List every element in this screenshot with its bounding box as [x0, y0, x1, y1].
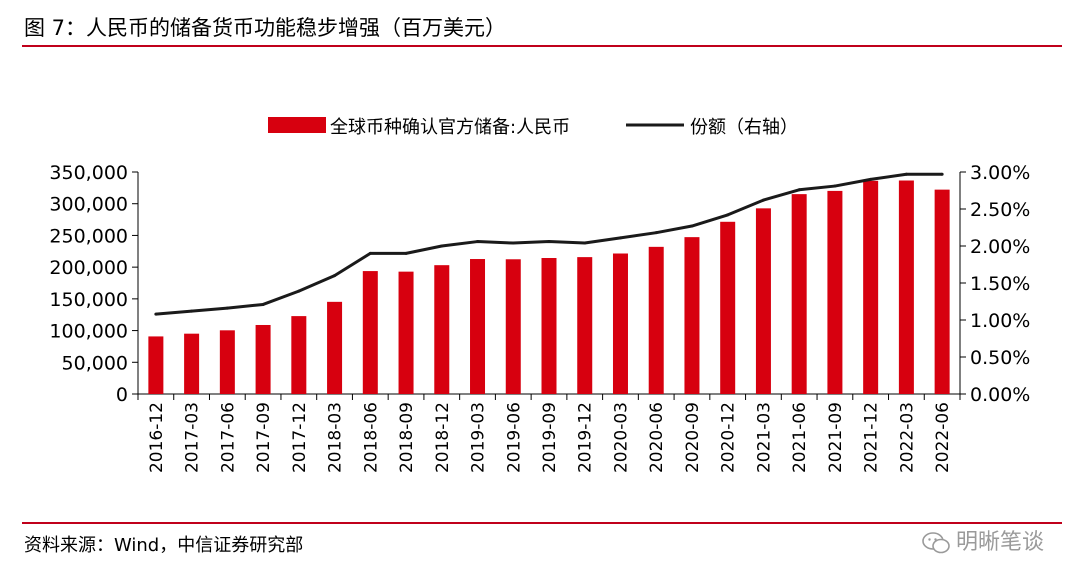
bar	[362, 271, 378, 394]
bar	[648, 246, 664, 394]
legend-bar-label: 全球币种确认官方储备:人民币	[330, 117, 570, 138]
footer-divider	[22, 522, 1062, 524]
bar	[434, 265, 450, 394]
y-left-tick-label: 300,000	[49, 194, 128, 216]
line-point	[368, 251, 372, 255]
line-point	[583, 241, 587, 245]
line-point	[904, 172, 908, 176]
legend-line-label: 份额（右轴）	[690, 117, 798, 138]
bar	[219, 330, 235, 394]
y-right-tick-label: 2.00%	[970, 236, 1030, 258]
line-point	[297, 289, 301, 293]
bar	[255, 324, 271, 394]
line-point	[654, 231, 658, 235]
y-left-tick-label: 50,000	[62, 352, 128, 374]
y-right-tick-label: 1.00%	[970, 310, 1030, 332]
legend-bar-swatch	[268, 117, 326, 133]
x-tick-label: 2019-03	[469, 402, 489, 473]
title-divider	[22, 45, 1062, 47]
bar	[612, 253, 628, 394]
bar	[505, 259, 521, 394]
line-point	[618, 236, 622, 240]
x-tick-label: 2021-03	[754, 402, 774, 473]
x-tick-label: 2019-06	[504, 402, 524, 473]
line-point	[726, 213, 730, 217]
line-point	[869, 177, 873, 181]
x-tick-label: 2018-09	[397, 402, 417, 473]
bar	[541, 258, 557, 394]
y-left-tick-label: 250,000	[49, 225, 128, 247]
line-point	[511, 241, 515, 245]
line-series	[154, 172, 944, 316]
bar	[720, 221, 736, 394]
watermark: 明晰笔谈	[922, 528, 1044, 558]
line-point	[225, 306, 229, 310]
line-point	[154, 312, 158, 316]
bar-series	[148, 180, 950, 394]
y-right-tick-label: 1.50%	[970, 273, 1030, 295]
x-tick-label: 2019-12	[576, 402, 596, 473]
x-tick-label: 2019-09	[540, 402, 560, 473]
axes: 0 50,000 100,000 150,000 200,000 250,000 300,0…	[49, 162, 1030, 473]
y-left-tick-label: 200,000	[49, 257, 128, 279]
bar	[577, 257, 593, 394]
y-right-tick-label: 3.00%	[970, 162, 1030, 184]
x-tick-label: 2016-12	[147, 402, 167, 473]
chart-title: 图 7：人民币的储备货币功能稳步增强（百万美元）	[24, 16, 507, 40]
y-left-tick-label: 0	[116, 384, 128, 406]
line-point	[547, 240, 551, 244]
bar	[934, 189, 950, 394]
x-tick-label: 2018-06	[361, 402, 381, 473]
source-note: 资料来源：Wind，中信证券研究部	[24, 535, 304, 556]
line-point	[797, 188, 801, 192]
line-point	[440, 244, 444, 248]
line-point	[940, 172, 944, 176]
y-left-tick-label: 150,000	[49, 289, 128, 311]
bar	[184, 333, 200, 394]
line-point	[333, 274, 337, 278]
chart-area: 全球币种确认官方储备:人民币 份额（右轴） 0 50,000 100,000 150,…	[49, 117, 1030, 473]
bar	[827, 190, 843, 394]
bar	[327, 301, 343, 394]
x-tick-label: 2021-12	[862, 402, 882, 473]
y-right-tick-label: 2.50%	[970, 199, 1030, 221]
bar	[684, 237, 700, 394]
bar	[791, 194, 807, 394]
y-right-tick-label: 0.50%	[970, 347, 1030, 369]
bar	[863, 180, 879, 394]
x-tick-label: 2018-03	[326, 402, 346, 473]
x-tick-label: 2020-06	[647, 402, 667, 473]
x-tick-label: 2017-06	[218, 402, 238, 473]
line-point	[404, 251, 408, 255]
legend: 全球币种确认官方储备:人民币 份额（右轴）	[268, 117, 798, 138]
y-right-tick-label: 0.00%	[970, 384, 1030, 406]
x-tick-label: 2017-03	[183, 402, 203, 473]
x-tick-label: 2020-12	[719, 402, 739, 473]
bar	[148, 336, 164, 394]
line-point	[761, 198, 765, 202]
line-point	[190, 309, 194, 313]
x-tick-label: 2020-09	[683, 402, 703, 473]
bar	[755, 208, 771, 394]
line-point	[476, 240, 480, 244]
x-tick-label: 2017-09	[254, 402, 274, 473]
x-tick-label: 2022-03	[897, 402, 917, 473]
line-point	[833, 184, 837, 188]
bar	[398, 271, 414, 394]
wechat-icon	[922, 532, 950, 554]
y-left-tick-label: 100,000	[49, 321, 128, 343]
x-tick-label: 2018-12	[433, 402, 453, 473]
bar	[898, 180, 914, 394]
x-tick-label: 2020-03	[611, 402, 631, 473]
x-tick-label: 2021-06	[790, 402, 810, 473]
bar	[470, 259, 486, 394]
bar	[291, 316, 307, 394]
line-point	[690, 224, 694, 228]
y-left-tick-label: 350,000	[49, 162, 128, 184]
x-tick-label: 2021-09	[826, 402, 846, 473]
x-tick-label: 2017-12	[290, 402, 310, 473]
watermark-text: 明晰笔谈	[955, 530, 1044, 555]
line-point	[261, 302, 265, 306]
x-tick-label: 2022-06	[933, 402, 953, 473]
